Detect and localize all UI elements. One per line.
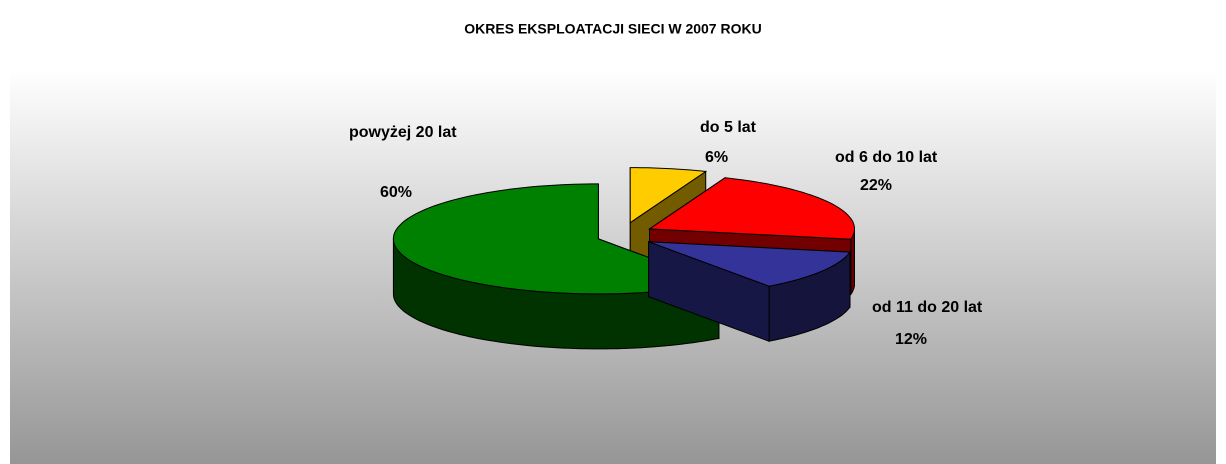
slice-label: powyżej 20 lat xyxy=(349,124,457,141)
slice xyxy=(648,241,851,342)
slice-label: do 5 lat xyxy=(700,119,757,136)
slice-value-label: 60% xyxy=(380,184,412,201)
slice xyxy=(392,183,721,295)
slice-value-label: 22% xyxy=(860,177,892,194)
pie xyxy=(392,167,855,350)
slice xyxy=(648,177,855,240)
slice-value-label: 12% xyxy=(895,331,927,348)
slice xyxy=(392,183,721,350)
slice-label: od 6 do 10 lat xyxy=(835,149,938,166)
plot-background xyxy=(10,0,1216,464)
slice xyxy=(648,241,851,287)
slice xyxy=(629,167,708,224)
chart-title: OKRES EKSPLOATACJI SIECI W 2007 ROKU xyxy=(464,21,761,37)
slice-label: od 11 do 20 lat xyxy=(872,299,983,316)
slice-value-label: 6% xyxy=(705,149,728,166)
